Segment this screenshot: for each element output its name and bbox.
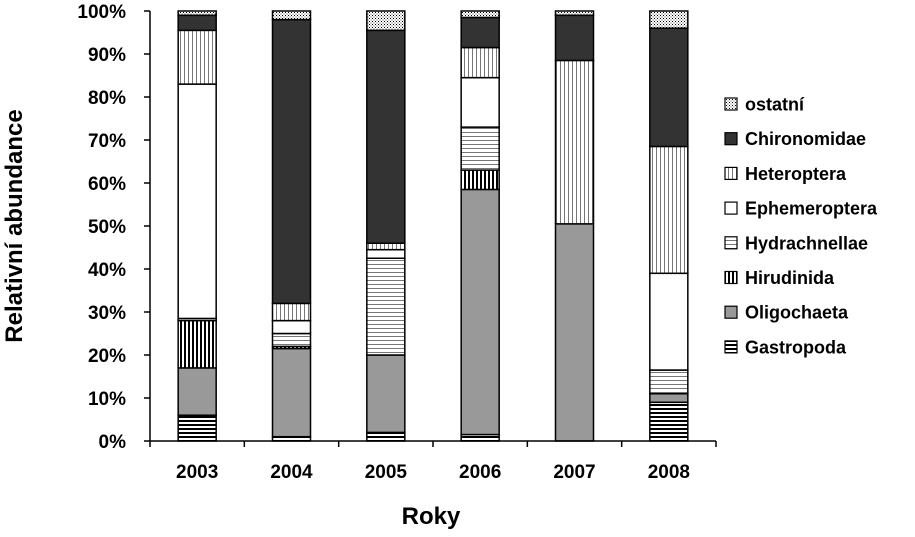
bar-segment bbox=[460, 76, 500, 128]
bar-segment bbox=[649, 369, 689, 395]
legend-item: Ephemeroptera bbox=[724, 199, 878, 219]
bars-layer bbox=[177, 10, 689, 442]
bar-segment bbox=[177, 14, 217, 32]
bar-segment bbox=[649, 10, 689, 29]
legend-item: Heteroptera bbox=[724, 164, 847, 184]
legend-swatch bbox=[724, 166, 738, 180]
bar-segment bbox=[177, 367, 217, 416]
bar-segment bbox=[460, 169, 500, 191]
bar-segment bbox=[366, 248, 406, 259]
legend-swatch bbox=[724, 305, 738, 319]
legend-label: Oligochaeta bbox=[745, 303, 849, 323]
bar-segment bbox=[554, 10, 595, 17]
bar-segment bbox=[554, 59, 595, 225]
bar-segment bbox=[366, 29, 406, 244]
bar-segment bbox=[460, 10, 500, 19]
bar-segment bbox=[177, 10, 217, 17]
bar-segment bbox=[460, 46, 500, 79]
bar-segment bbox=[649, 401, 689, 442]
legend-swatch bbox=[724, 340, 738, 354]
y-tick-labels: 0% 10% 20% 30% 40% 50% 60% 70% 80% 90% 100% bbox=[77, 2, 150, 453]
legend-label: Heteroptera bbox=[745, 164, 847, 184]
bar-segment bbox=[271, 319, 312, 335]
x-axis-title: Roky bbox=[402, 503, 461, 530]
legend-swatch bbox=[724, 201, 738, 215]
bar-segment bbox=[177, 83, 217, 320]
y-tick-label: 60% bbox=[88, 174, 126, 195]
bar-segment bbox=[460, 188, 500, 436]
legend-swatch bbox=[724, 236, 738, 250]
legend-item: ostatní bbox=[724, 95, 805, 115]
legend-item: Chironomidae bbox=[724, 129, 866, 149]
y-tick-label: 0% bbox=[99, 432, 127, 453]
bar-segment bbox=[271, 302, 312, 322]
bar-segment bbox=[366, 10, 406, 32]
bar-stack-2006 bbox=[460, 10, 500, 442]
legend-swatch bbox=[724, 270, 738, 285]
x-tick-label: 2008 bbox=[648, 462, 690, 483]
legend-item: Gastropoda bbox=[724, 337, 847, 357]
y-tick-label: 50% bbox=[88, 217, 126, 238]
bar-segment bbox=[366, 242, 406, 251]
bar-segment bbox=[271, 18, 312, 305]
bar-segment bbox=[460, 126, 500, 171]
legend-label: ostatní bbox=[745, 95, 805, 115]
x-tick-label: 2006 bbox=[459, 462, 501, 483]
y-tick-label: 80% bbox=[88, 88, 126, 109]
bar-segment bbox=[649, 145, 689, 275]
bar-segment bbox=[460, 433, 500, 442]
legend-item: Hydrachnellae bbox=[724, 233, 868, 253]
bar-segment bbox=[649, 392, 689, 404]
bar-segment bbox=[460, 16, 500, 49]
x-tick-label: 2004 bbox=[270, 462, 313, 483]
legend-swatch bbox=[724, 97, 738, 111]
bar-segment bbox=[271, 10, 312, 21]
legend: ostatní Chironomidae Heteroptera Ephemeropt… bbox=[724, 95, 878, 357]
bar-segment bbox=[177, 414, 217, 442]
legend-label: Hirudinida bbox=[745, 268, 835, 288]
bar-segment bbox=[366, 257, 406, 356]
y-axis-title: Relativní abundance bbox=[1, 109, 28, 342]
y-tick-label: 30% bbox=[88, 303, 126, 324]
y-tick-label: 90% bbox=[88, 45, 126, 66]
bar-segment bbox=[177, 319, 217, 369]
bar-segment bbox=[366, 431, 406, 442]
legend-label: Ephemeroptera bbox=[745, 199, 878, 219]
legend-label: Hydrachnellae bbox=[745, 233, 868, 253]
bar-stack-2003 bbox=[177, 10, 217, 442]
x-tick-label: 2005 bbox=[365, 462, 408, 483]
legend-label: Gastropoda bbox=[745, 337, 847, 357]
x-tick-label: 2007 bbox=[553, 462, 595, 483]
bar-segment bbox=[177, 29, 217, 85]
y-tick-label: 40% bbox=[88, 260, 126, 281]
x-tick-labels: 2003 2004 2005 2006 2007 2008 bbox=[149, 441, 717, 483]
legend-item: Oligochaeta bbox=[724, 303, 849, 323]
bar-segment bbox=[554, 223, 595, 442]
legend-label: Chironomidae bbox=[745, 129, 866, 149]
bar-segment bbox=[366, 354, 406, 434]
legend-swatch bbox=[724, 132, 738, 146]
legend-item: Hirudinida bbox=[724, 268, 835, 288]
y-tick-label: 100% bbox=[77, 2, 126, 23]
y-tick-label: 20% bbox=[88, 346, 126, 367]
bar-stack-2008 bbox=[649, 10, 689, 442]
bar-segment bbox=[649, 27, 689, 148]
x-tick-label: 2003 bbox=[176, 462, 218, 483]
axes-layer bbox=[149, 11, 716, 442]
bar-stack-2004 bbox=[271, 10, 312, 442]
bar-segment bbox=[554, 14, 595, 62]
y-tick-label: 10% bbox=[88, 389, 126, 410]
bar-segment bbox=[649, 272, 689, 371]
bar-segment bbox=[271, 347, 312, 438]
bar-stack-2007 bbox=[554, 10, 595, 442]
bar-stack-2005 bbox=[366, 10, 406, 442]
y-tick-label: 70% bbox=[88, 131, 126, 152]
bar-segment bbox=[271, 332, 312, 348]
